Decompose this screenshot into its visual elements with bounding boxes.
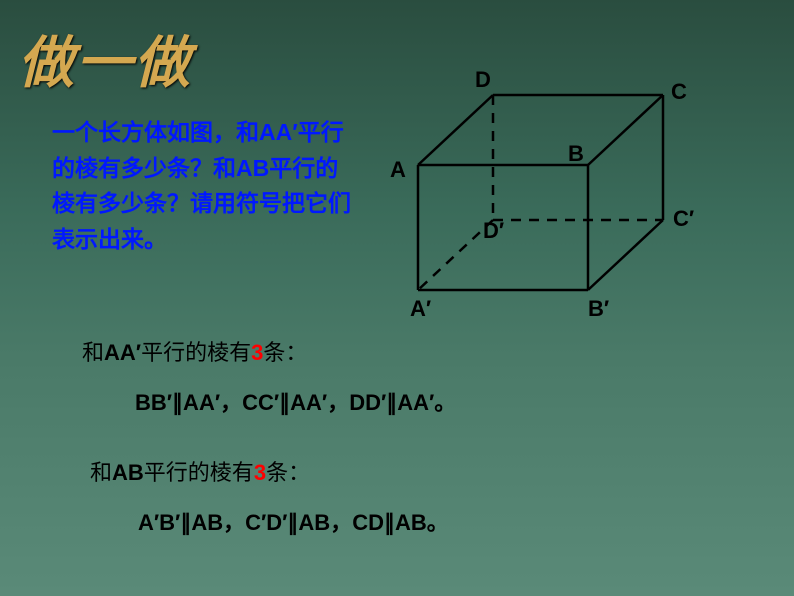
a1-part: 条：	[263, 340, 307, 365]
vertex-label-C: C	[671, 79, 687, 105]
vertex-label-Cp: C′	[673, 206, 694, 232]
answer1: 和AA′平行的棱有3条：	[82, 335, 307, 367]
vertex-label-Bp: B′	[588, 296, 609, 322]
answer1-detail: BB′∥AA′，CC′∥AA′，DD′∥AA′。	[135, 385, 456, 417]
vertex-label-Ap: A′	[410, 296, 431, 322]
answer2: 和AB平行的棱有3条：	[90, 455, 310, 487]
a2-part-bold: AB	[112, 460, 144, 485]
page-title: 做一做	[18, 18, 192, 99]
a1-part: 平行的棱有	[141, 340, 251, 365]
a2-part: 条：	[266, 460, 310, 485]
vertex-label-B: B	[568, 141, 584, 167]
answer2-detail: A′B′∥AB，C′D′∥AB，CD∥AB。	[138, 505, 449, 537]
a1-part-red: 3	[251, 340, 263, 365]
a2-part: 平行的棱有	[144, 460, 254, 485]
vertex-label-A: A	[390, 157, 406, 183]
cuboid-diagram: ABCDA′B′C′D′	[358, 65, 738, 305]
a2-part: 和	[90, 460, 112, 485]
a2-part-red: 3	[254, 460, 266, 485]
question-text: 一个长方体如图，和AA′平行的棱有多少条？和AB平行的棱有多少条？请用符号把它们…	[52, 115, 352, 258]
q-part-bold: AB	[236, 155, 269, 181]
a1-part: 和	[82, 340, 104, 365]
vertex-label-Dp: D′	[483, 218, 504, 244]
vertex-label-D: D	[475, 67, 491, 93]
q-part: 一个长方体如图，和	[52, 119, 259, 145]
q-part-bold: AA′	[259, 119, 298, 145]
a1-part-bold: AA′	[104, 340, 141, 365]
